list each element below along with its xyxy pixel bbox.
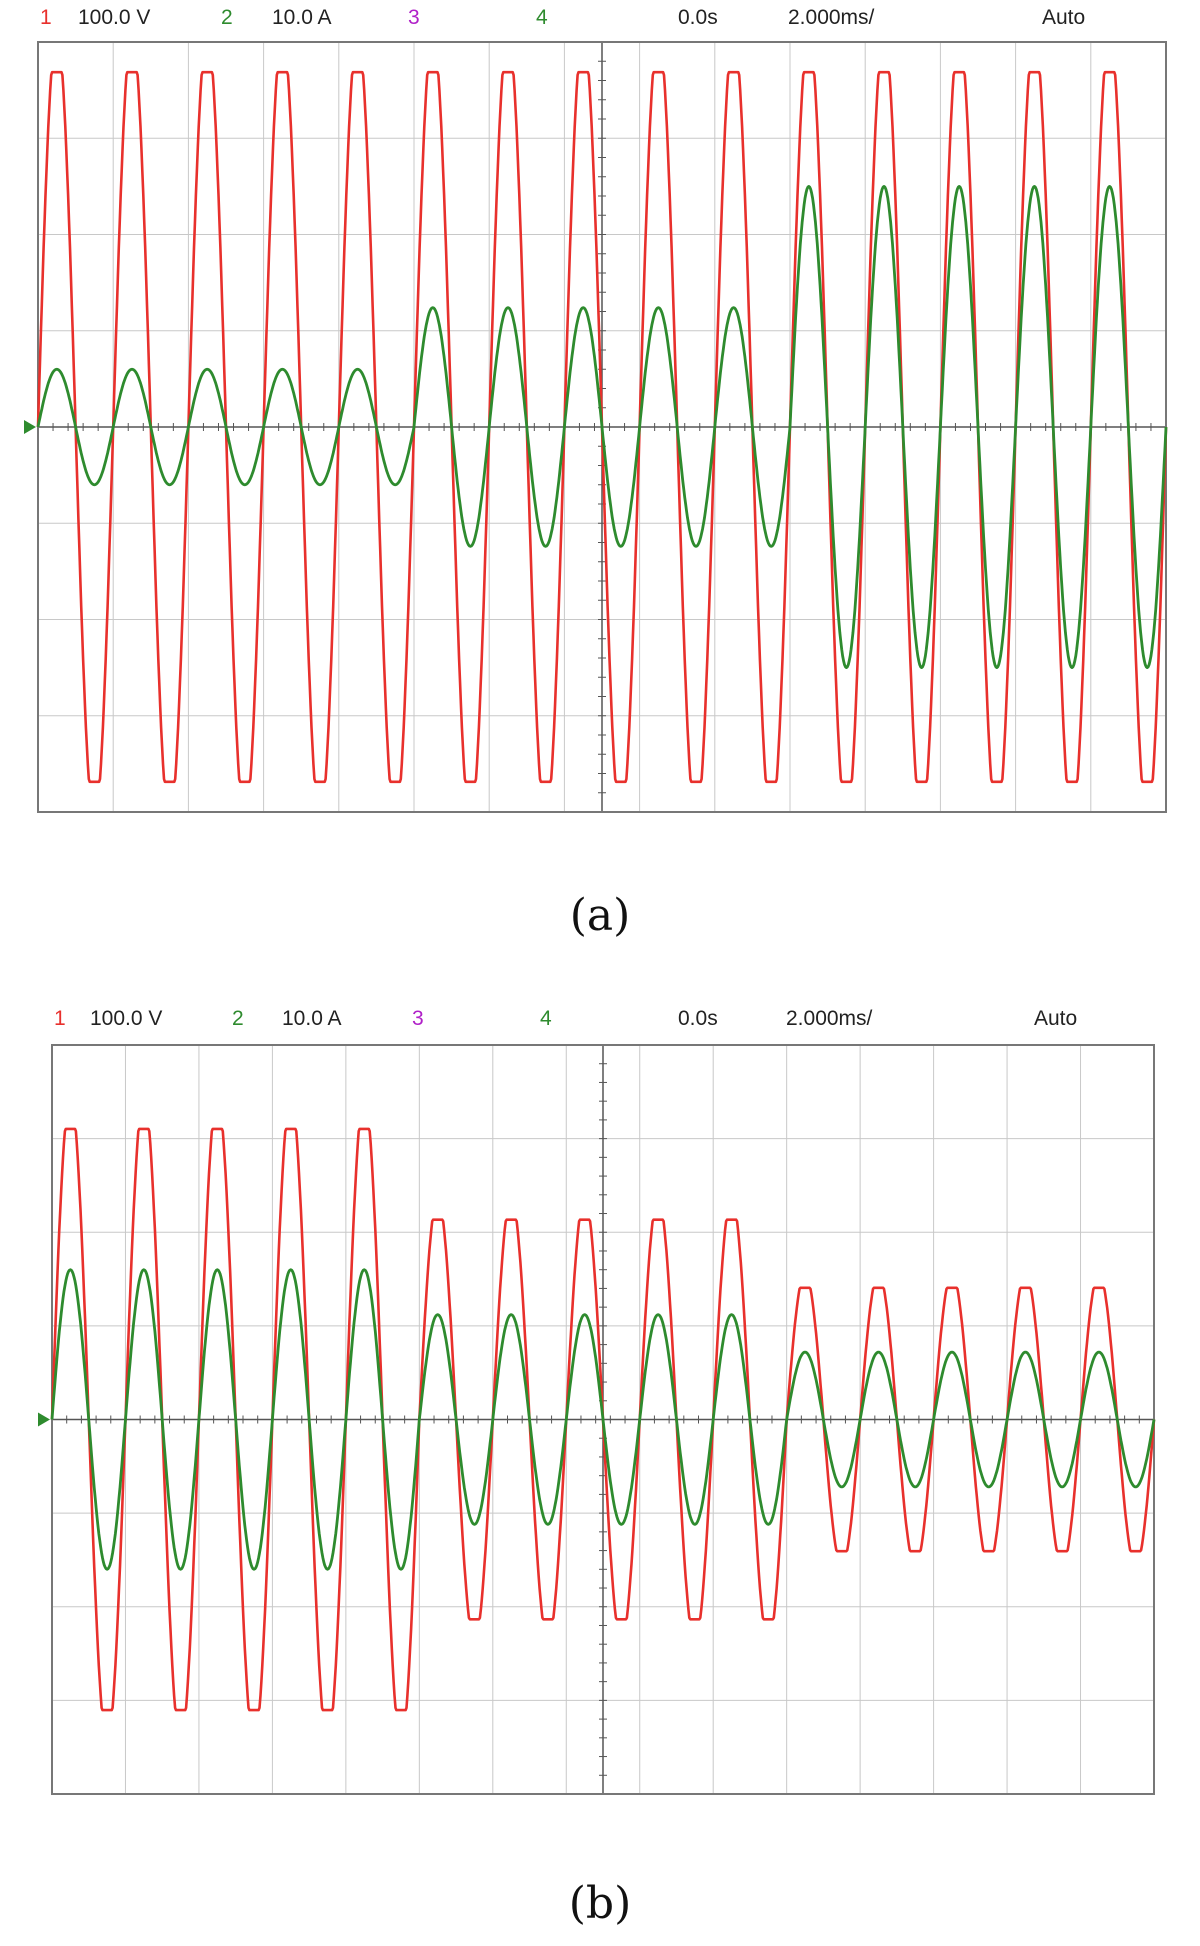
plot-group-b bbox=[38, 1044, 1156, 1795]
ch2-number: 2 bbox=[221, 6, 233, 29]
plot-group-a bbox=[24, 41, 1168, 813]
ch1-number: 1 bbox=[54, 1007, 66, 1030]
ch2-trace bbox=[50, 1268, 1156, 1571]
ch2-scale: 10.0 A bbox=[282, 1007, 342, 1030]
oscilloscope-screen-a: 1 100.0 V 2 10.0 A 3 4 0.0s 2.000ms/ Aut… bbox=[24, 6, 1168, 813]
ch3-number: 3 bbox=[412, 1007, 424, 1030]
ch3-number: 3 bbox=[408, 6, 420, 29]
oscilloscope-screen-b: 1 100.0 V 2 10.0 A 3 4 0.0s 2.000ms/ Aut… bbox=[38, 1007, 1156, 1795]
ground-marker-icon bbox=[24, 420, 36, 434]
ch2-trace bbox=[36, 185, 1168, 669]
timebase: 2.000ms/ bbox=[788, 6, 875, 29]
ch1-number: 1 bbox=[40, 6, 52, 29]
caption-b: (b) bbox=[568, 1878, 632, 1929]
timebase: 2.000ms/ bbox=[786, 1007, 873, 1030]
trigger-mode: Auto bbox=[1042, 6, 1085, 29]
scope-panel-a: 1 100.0 V 2 10.0 A 3 4 0.0s 2.000ms/ Aut… bbox=[0, 0, 1200, 830]
ch2-scale: 10.0 A bbox=[272, 6, 332, 29]
ch2-number: 2 bbox=[232, 1007, 244, 1030]
ch1-scale: 100.0 V bbox=[78, 6, 150, 29]
ground-marker-icon bbox=[38, 1412, 50, 1427]
caption-a: (a) bbox=[569, 890, 631, 941]
ch1-scale: 100.0 V bbox=[90, 1007, 162, 1030]
scope-panel-b: 1 100.0 V 2 10.0 A 3 4 0.0s 2.000ms/ Aut… bbox=[0, 997, 1200, 1827]
trigger-mode: Auto bbox=[1034, 1007, 1077, 1030]
ch4-number: 4 bbox=[536, 6, 548, 29]
ch4-number: 4 bbox=[540, 1007, 552, 1030]
time-offset: 0.0s bbox=[678, 6, 718, 29]
time-offset: 0.0s bbox=[678, 1007, 718, 1030]
